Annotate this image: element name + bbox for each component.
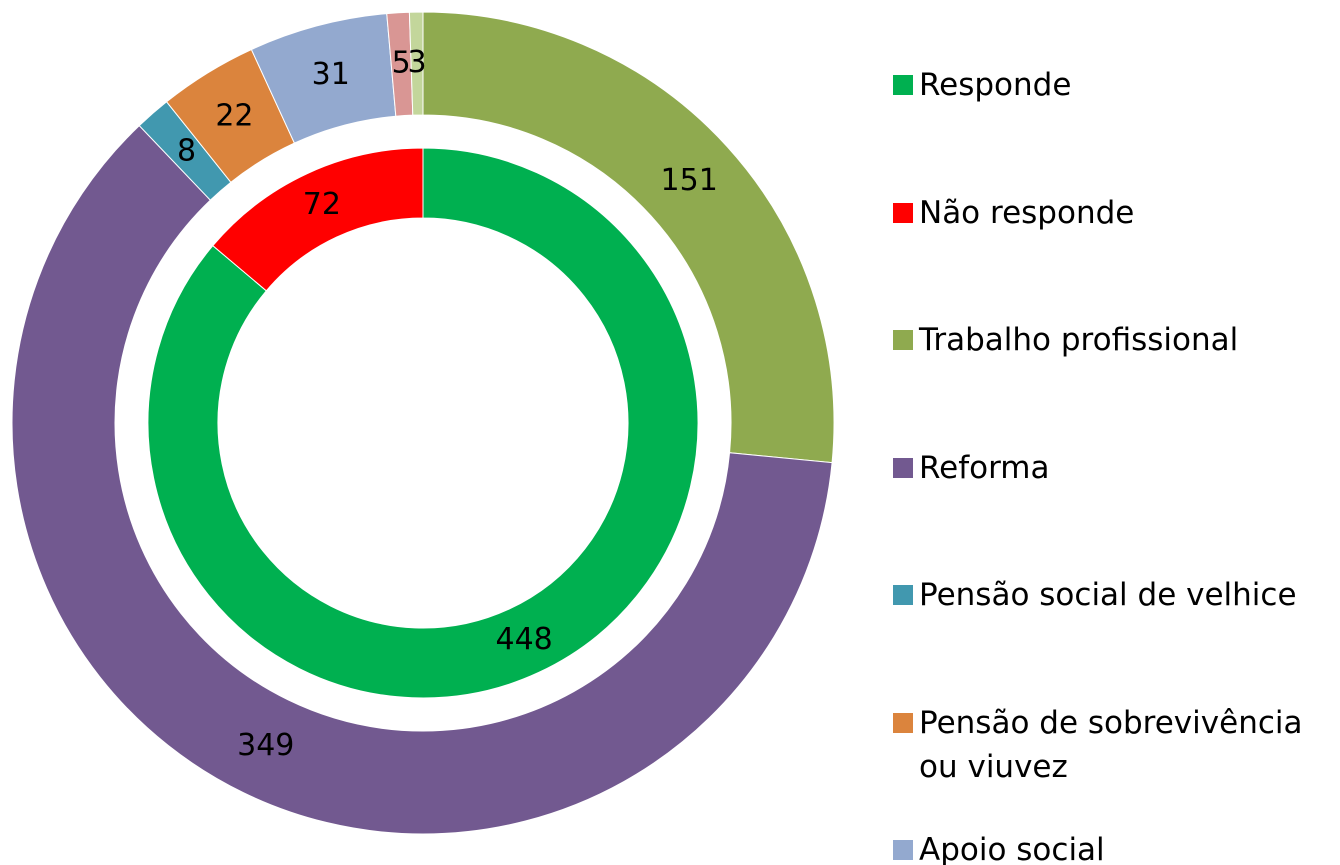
legend-entry: Responde (893, 63, 1340, 107)
legend-swatch (893, 840, 913, 860)
legend-label: Não responde (919, 194, 1135, 231)
legend-label: Apoio social (919, 832, 1105, 865)
data-label: 8 (177, 134, 196, 169)
donut-segment (422, 11, 835, 464)
legend-swatch (893, 585, 913, 605)
legend-label: Responde (919, 67, 1072, 103)
legend-label: Pensão de sobrevivência ou viuvez (919, 704, 1303, 785)
data-label: 31 (312, 57, 350, 92)
donut-segment (212, 147, 424, 292)
donut-segment (408, 11, 424, 116)
data-label: 72 (303, 187, 341, 222)
legend-label: Pensão social de velhice (919, 577, 1297, 613)
legend-entry: Trabalho profissional (893, 318, 1340, 362)
donut-segment (147, 147, 699, 699)
data-label: 151 (661, 163, 718, 198)
donut-segment (11, 124, 833, 835)
data-label: 448 (496, 622, 553, 657)
donut-plot: 448 72 151 349 8 22 31 53 (11, 11, 835, 835)
data-label: 349 (237, 728, 294, 763)
legend-swatch (893, 330, 913, 350)
data-label: 3 (407, 45, 426, 80)
legend-swatch (893, 75, 913, 95)
data-label: 5 (392, 46, 411, 81)
legend-swatch (893, 202, 913, 223)
legend-entry: Não responde (893, 191, 1340, 235)
data-label: 22 (215, 98, 253, 133)
legend-swatch (893, 712, 913, 733)
legend-entry: Reforma (893, 446, 1340, 490)
legend-entry: Apoio social (893, 828, 1340, 865)
legend-label: Trabalho profissional (919, 322, 1239, 358)
legend-swatch (893, 457, 913, 478)
legend-entry: Pensão de sobrevivência ou viuvez (893, 701, 1340, 789)
legend-entry: Pensão social de velhice (893, 573, 1340, 617)
legend-label: Reforma (919, 449, 1050, 486)
